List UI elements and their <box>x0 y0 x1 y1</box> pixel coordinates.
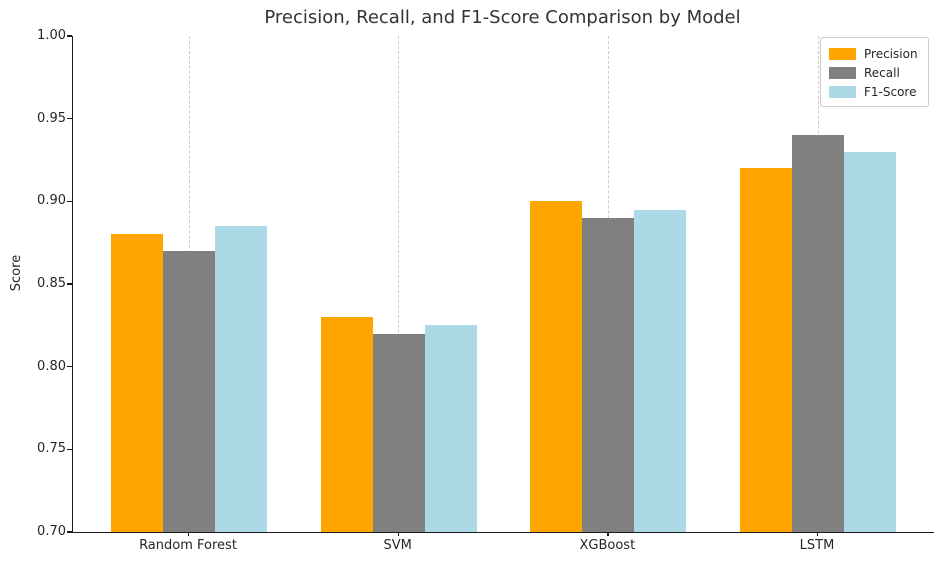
bar-f1-score-lstm <box>844 151 896 532</box>
legend-label: Recall <box>864 65 900 80</box>
x-tick-mark <box>817 532 819 536</box>
x-tick-label-xgboost: XGBoost <box>579 538 636 553</box>
y-tick-label: 0.70 <box>37 524 66 539</box>
bar-f1-score-svm <box>424 325 477 532</box>
x-tick-mark <box>188 532 190 536</box>
y-tick-label: 0.95 <box>37 110 66 126</box>
y-tick-mark <box>67 200 72 202</box>
bar-precision-svm <box>320 317 373 532</box>
x-tick-label-random-forest: Random Forest <box>139 538 237 553</box>
bar-recall-random-forest <box>163 250 215 532</box>
y-tick-mark <box>67 448 72 450</box>
bar-recall-lstm <box>792 135 844 532</box>
bar-precision-xgboost <box>530 201 583 532</box>
y-axis-label: Score <box>9 254 24 292</box>
y-tick-label: 0.85 <box>37 276 66 291</box>
bar-precision-random-forest <box>111 234 163 532</box>
legend-swatch-precision <box>829 47 856 60</box>
plot-area <box>72 36 934 533</box>
bar-f1-score-random-forest <box>215 226 267 532</box>
x-tick-mark <box>397 532 399 536</box>
legend-swatch-recall <box>829 66 856 79</box>
y-tick-mark <box>67 366 72 368</box>
x-tick-label-lstm: LSTM <box>799 538 835 553</box>
y-tick-mark <box>67 531 72 533</box>
legend-item-f1-score: F1-Score <box>829 82 920 101</box>
legend-swatch-f1-score <box>829 85 856 98</box>
legend-item-recall: Recall <box>829 63 920 82</box>
y-tick-label: 0.80 <box>37 358 66 374</box>
legend-label: Precision <box>864 46 918 61</box>
y-tick-mark <box>67 283 72 285</box>
gridline-svm <box>398 36 400 532</box>
bar-precision-lstm <box>740 168 792 532</box>
y-tick-mark <box>67 118 72 120</box>
legend: Precision Recall F1-Score <box>820 37 929 107</box>
y-tick-mark <box>67 35 72 37</box>
bar-recall-xgboost <box>582 217 635 532</box>
legend-label: F1-Score <box>864 84 917 99</box>
bar-f1-score-xgboost <box>634 209 687 532</box>
x-tick-label-svm: SVM <box>383 538 412 553</box>
y-tick-label: 0.75 <box>37 441 66 457</box>
bar-recall-svm <box>372 333 425 532</box>
x-tick-mark <box>607 532 609 536</box>
y-tick-label: 1.00 <box>37 28 66 43</box>
legend-item-precision: Precision <box>829 44 920 63</box>
chart-title: Precision, Recall, and F1-Score Comparis… <box>264 7 741 28</box>
y-tick-label: 0.90 <box>37 193 66 209</box>
